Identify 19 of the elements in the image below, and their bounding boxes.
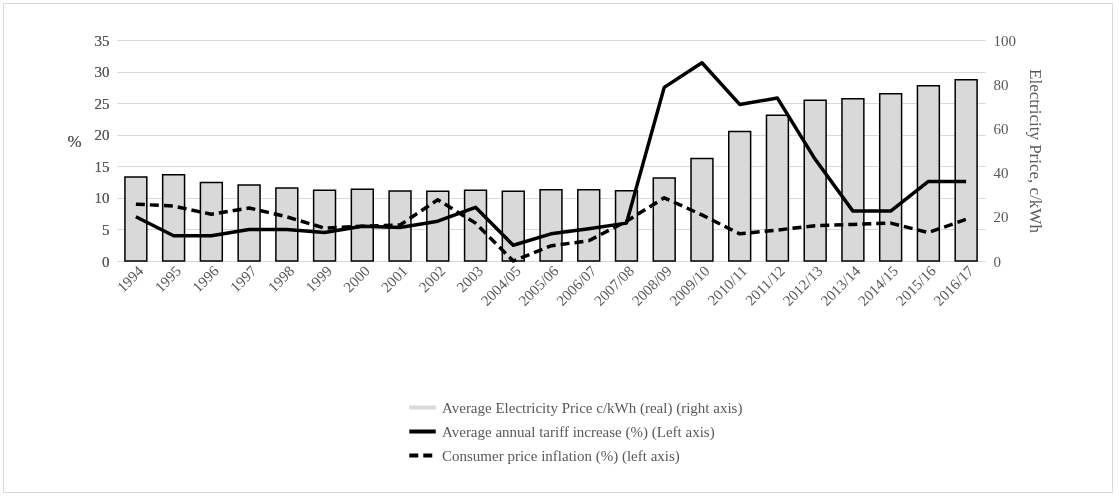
y2-tick-label: 40 <box>993 165 1009 182</box>
legend-label: Average Electricity Price c/kWh (real) (right axis) <box>442 399 743 417</box>
y-tick-label: 35 <box>94 32 110 49</box>
y2-tick-label: 100 <box>993 32 1016 49</box>
y2-tick-label: 20 <box>993 209 1009 226</box>
y-tick-label: 30 <box>94 64 110 81</box>
y-tick-label: 5 <box>102 221 110 238</box>
y-tick-label: 10 <box>94 190 110 207</box>
legend-label: Average annual tariff increase (%) (Left axis) <box>442 423 715 441</box>
y2-tick-label: 80 <box>993 76 1009 93</box>
legend-label: Consumer price inflation (%) (left axis) <box>442 447 680 465</box>
y2-tick-label: 0 <box>993 253 1001 270</box>
y-tick-label: 15 <box>94 158 110 175</box>
y-tick-label: 20 <box>94 127 110 144</box>
y2-tick-label: 60 <box>993 120 1009 137</box>
y-tick-label: 25 <box>94 95 110 112</box>
y-axis-title: % <box>67 132 82 151</box>
y2-axis-title: Electricity Price, c/kWh <box>1026 69 1045 234</box>
y-tick-label: 0 <box>102 253 110 270</box>
